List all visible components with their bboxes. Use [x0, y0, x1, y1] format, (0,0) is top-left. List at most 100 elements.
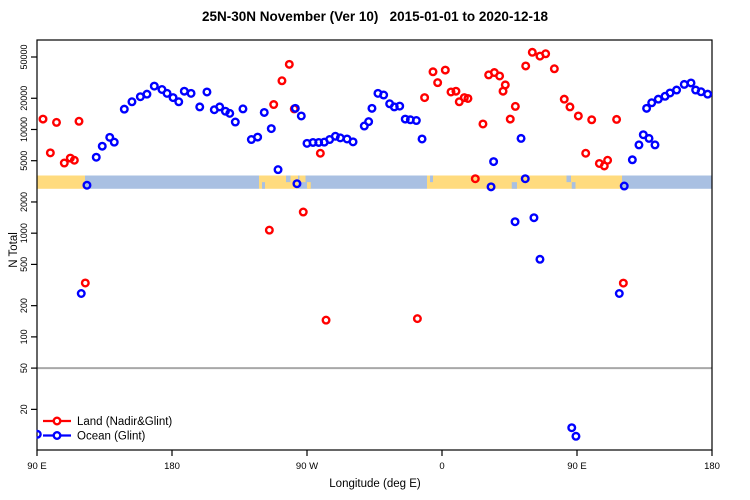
x-tick-label: 90 W	[296, 461, 318, 472]
data-point-land	[463, 93, 473, 103]
data-point-land	[284, 59, 294, 69]
data-point-ocean	[266, 124, 276, 134]
data-point-ocean	[259, 107, 269, 117]
data-point-land	[420, 93, 430, 103]
data-point-ocean	[571, 431, 581, 441]
data-point-ocean	[619, 181, 629, 191]
y-tick-label: 100	[19, 329, 29, 344]
data-point-land	[618, 278, 628, 288]
data-point-land	[315, 148, 325, 158]
data-point-ocean	[529, 213, 539, 223]
band-fleck-ocean	[511, 182, 517, 189]
data-point-ocean	[91, 152, 101, 162]
y-tick-label: 200	[19, 298, 29, 313]
data-point-land	[38, 114, 48, 124]
data-point-land	[59, 158, 69, 168]
data-point-ocean	[703, 89, 713, 99]
data-point-ocean	[679, 79, 689, 89]
data-point-land	[565, 102, 575, 112]
data-point-ocean	[202, 87, 212, 97]
data-point-land	[470, 174, 480, 184]
band-segment-ocean	[85, 175, 259, 189]
x-axis-title: Longitude (deg E)	[329, 478, 421, 490]
data-point-land	[521, 61, 531, 71]
data-point-land	[69, 155, 79, 165]
data-point-ocean	[516, 133, 526, 143]
data-point-land	[321, 315, 331, 325]
data-point-land	[269, 100, 279, 110]
legend-label: Land (Nadir&Glint)	[77, 416, 172, 428]
data-point-land	[454, 97, 464, 107]
data-point-ocean	[400, 114, 410, 124]
data-point-ocean	[486, 182, 496, 192]
y-tick-label: 1000	[19, 223, 29, 243]
data-point-ocean	[411, 116, 421, 126]
data-point-ocean	[335, 133, 345, 143]
data-point-ocean	[379, 90, 389, 100]
y-tick-label: 2000	[19, 192, 29, 212]
y-tick-label: 10000	[19, 117, 29, 142]
data-point-ocean	[348, 137, 358, 147]
data-point-ocean	[119, 104, 129, 114]
data-point-land	[428, 67, 438, 77]
plot-border	[36, 39, 713, 451]
data-point-ocean	[634, 140, 644, 150]
band-fleck-ocean	[262, 182, 265, 189]
data-point-land	[412, 314, 422, 324]
data-point-ocean	[567, 423, 577, 433]
x-tick-label: 90 E	[27, 461, 47, 472]
ocean-series	[36, 78, 713, 441]
data-point-ocean	[489, 157, 499, 167]
legend-label: Ocean (Glint)	[77, 431, 146, 443]
data-point-ocean	[647, 98, 657, 108]
data-point-ocean	[653, 94, 663, 104]
data-point-ocean	[535, 254, 545, 264]
data-point-land	[52, 117, 62, 127]
data-point-land	[495, 71, 505, 81]
data-point-land	[298, 207, 308, 217]
data-point-ocean	[650, 140, 660, 150]
data-point-ocean	[127, 97, 137, 107]
data-point-ocean	[162, 88, 172, 98]
data-point-ocean	[225, 108, 235, 118]
data-point-ocean	[642, 103, 652, 113]
x-axis: 90 E 180 90 W 0 90 E 180	[27, 450, 720, 472]
legend-marker-point	[52, 431, 62, 441]
data-point-land	[581, 148, 591, 158]
data-point-land	[500, 80, 510, 90]
data-point-land	[478, 119, 488, 129]
data-point-land	[45, 148, 55, 158]
y-tick-label: 50000	[19, 44, 29, 69]
legend: Land (Nadir&Glint) Ocean (Glint)	[43, 416, 172, 443]
land-series	[38, 47, 628, 325]
data-point-land	[587, 115, 597, 125]
data-point-ocean	[109, 137, 119, 147]
data-point-land	[603, 155, 613, 165]
band-segment-land	[37, 175, 85, 189]
surface-band	[37, 175, 712, 189]
data-point-land	[573, 111, 583, 121]
data-point-ocean	[238, 104, 248, 114]
data-point-ocean	[292, 179, 302, 189]
data-point-land	[510, 101, 520, 111]
band-segment-ocean	[298, 175, 427, 189]
data-point-land	[451, 86, 461, 96]
band-fleck-land	[299, 175, 306, 183]
y-tick-label: 500	[19, 257, 29, 272]
band-fleck-ocean	[571, 182, 576, 189]
data-point-ocean	[195, 102, 205, 112]
data-point-ocean	[672, 85, 682, 95]
data-point-ocean	[186, 88, 196, 98]
data-point-ocean	[230, 117, 240, 127]
chart-title: 25N-30N November (Ver 10) 2015-01-01 to …	[202, 9, 548, 24]
data-point-land	[612, 114, 622, 124]
y-tick-label: 50	[19, 363, 29, 373]
data-point-ocean	[290, 103, 300, 113]
x-tick-label: 90 E	[567, 461, 587, 472]
band-fleck-ocean	[566, 175, 571, 183]
data-point-land	[80, 278, 90, 288]
x-tick-label: 180	[164, 461, 180, 472]
data-point-ocean	[395, 101, 405, 111]
